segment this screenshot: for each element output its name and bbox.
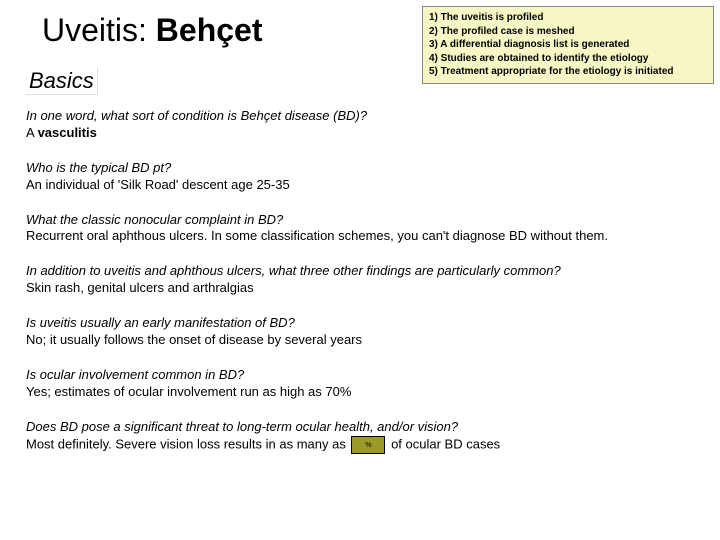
- answer-2: An individual of 'Silk Road' descent age…: [26, 177, 700, 194]
- qa-5: Is uveitis usually an early manifestatio…: [26, 315, 700, 349]
- step-5: 5) Treatment appropriate for the etiolog…: [429, 65, 707, 79]
- question-3: What the classic nonocular complaint in …: [26, 212, 700, 229]
- question-2: Who is the typical BD pt?: [26, 160, 700, 177]
- step-2: 2) The profiled case is meshed: [429, 25, 707, 39]
- qa-6: Is ocular involvement common in BD? Yes;…: [26, 367, 700, 401]
- question-6: Is ocular involvement common in BD?: [26, 367, 700, 384]
- step-1: 1) The uveitis is profiled: [429, 11, 707, 25]
- answer-5: No; it usually follows the onset of dise…: [26, 332, 700, 349]
- question-4: In addition to uveitis and aphthous ulce…: [26, 263, 700, 280]
- qa-7: Does BD pose a significant threat to lon…: [26, 419, 700, 454]
- title-bold: Behçet: [156, 12, 263, 48]
- step-3: 3) A differential diagnosis list is gene…: [429, 38, 707, 52]
- step-4: 4) Studies are obtained to identify the …: [429, 52, 707, 66]
- percent-blank-box: %: [351, 436, 385, 454]
- content-area: In one word, what sort of condition is B…: [26, 108, 700, 472]
- question-5: Is uveitis usually an early manifestatio…: [26, 315, 700, 332]
- question-1: In one word, what sort of condition is B…: [26, 108, 700, 125]
- qa-2: Who is the typical BD pt? An individual …: [26, 160, 700, 194]
- steps-box: 1) The uveitis is profiled 2) The profil…: [422, 6, 714, 84]
- qa-1: In one word, what sort of condition is B…: [26, 108, 700, 142]
- answer-6: Yes; estimates of ocular involvement run…: [26, 384, 700, 401]
- answer-7: Most definitely. Severe vision loss resu…: [26, 436, 700, 454]
- question-7: Does BD pose a significant threat to lon…: [26, 419, 700, 436]
- answer-3: Recurrent oral aphthous ulcers. In some …: [26, 228, 700, 245]
- qa-3: What the classic nonocular complaint in …: [26, 212, 700, 246]
- title-prefix: Uveitis:: [42, 12, 156, 48]
- qa-4: In addition to uveitis and aphthous ulce…: [26, 263, 700, 297]
- answer-4: Skin rash, genital ulcers and arthralgia…: [26, 280, 700, 297]
- answer-1: A vasculitis: [26, 125, 700, 142]
- basics-label: Basics: [26, 68, 98, 95]
- slide-title: Uveitis: Behçet: [42, 12, 263, 49]
